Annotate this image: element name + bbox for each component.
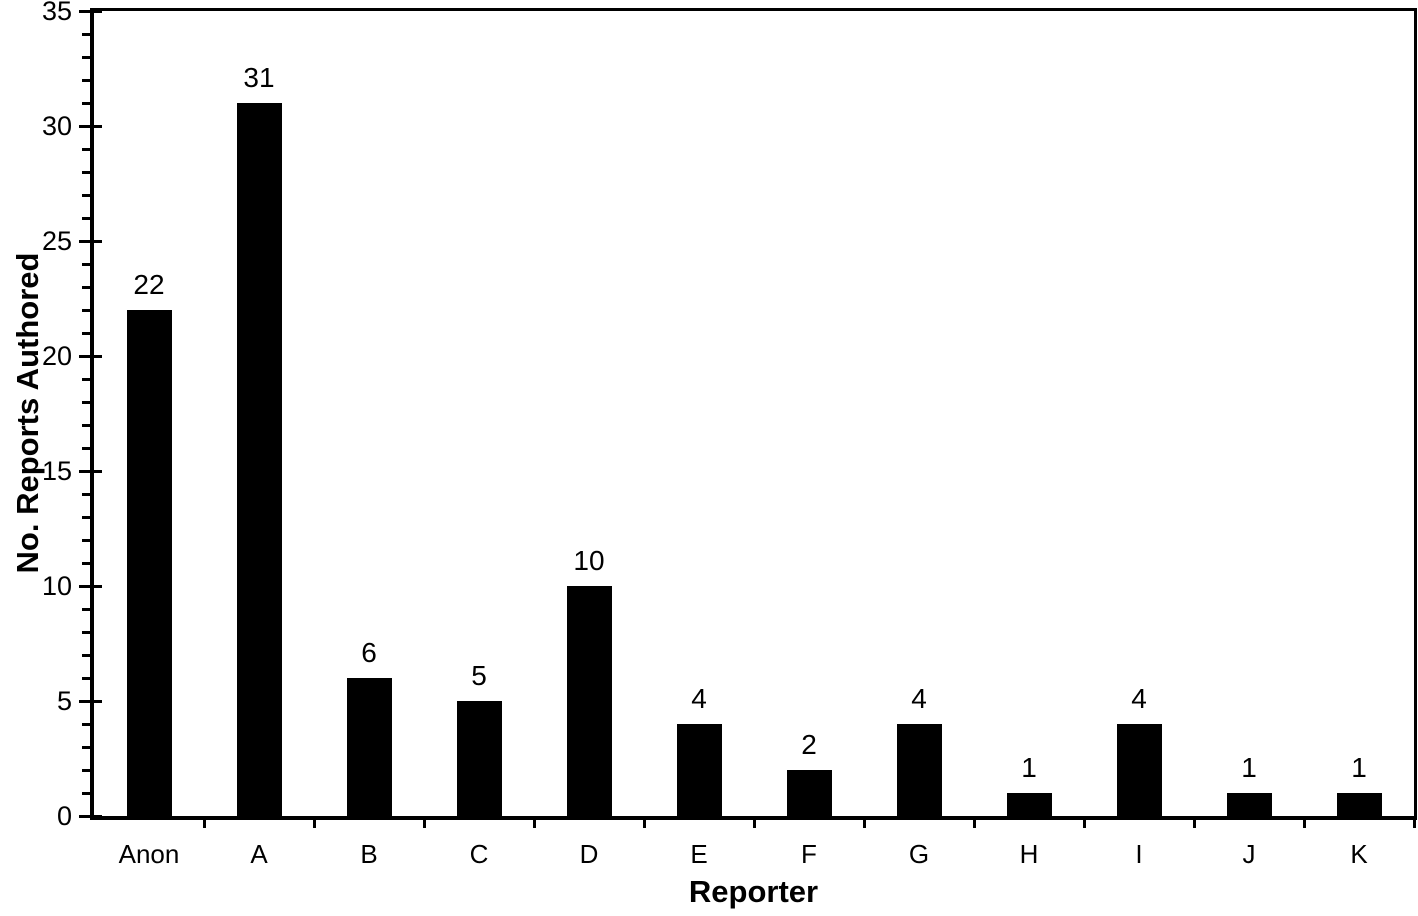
x-axis-tick	[533, 816, 536, 828]
y-axis-minor-tick	[82, 539, 90, 542]
y-axis-minor-tick	[82, 194, 90, 197]
x-axis-category-label: F	[801, 839, 817, 869]
y-axis-major-tick	[79, 585, 102, 588]
x-axis-category-label: A	[250, 839, 268, 869]
bar-a	[236, 103, 282, 816]
bar-value-label: 1	[1021, 752, 1037, 783]
y-axis-tick-label: 20	[41, 341, 72, 371]
y-axis-minor-tick	[82, 263, 90, 266]
y-axis-major-tick	[79, 355, 102, 358]
y-axis-minor-tick	[82, 378, 90, 381]
x-axis-tick	[643, 816, 646, 828]
y-axis-minor-tick	[82, 746, 90, 749]
x-axis-category-label: B	[360, 839, 378, 869]
y-axis-minor-tick	[82, 217, 90, 220]
x-axis-tick	[203, 816, 206, 828]
bar-value-label: 2	[801, 729, 817, 760]
y-axis-minor-tick	[82, 792, 90, 795]
bar-value-label: 6	[361, 637, 377, 668]
bar-h	[1006, 793, 1052, 816]
bar-value-label: 5	[471, 660, 487, 691]
bar-anon	[126, 310, 172, 816]
y-axis-minor-tick	[82, 631, 90, 634]
y-axis-tick-label: 10	[41, 571, 72, 601]
y-axis-tick-label: 15	[41, 456, 72, 486]
y-axis-minor-tick	[82, 424, 90, 427]
y-axis-minor-tick	[82, 33, 90, 36]
bar-e	[676, 724, 722, 816]
y-axis-minor-tick	[82, 171, 90, 174]
y-axis-minor-tick	[82, 332, 90, 335]
y-axis-title: No. Reports Authored	[10, 252, 45, 574]
y-axis-major-tick	[79, 10, 102, 13]
y-axis-minor-tick	[82, 102, 90, 105]
bar-b	[346, 678, 392, 816]
bar-value-label: 22	[133, 269, 165, 300]
y-axis-minor-tick	[82, 769, 90, 772]
y-axis-minor-tick	[82, 447, 90, 450]
y-axis-minor-tick	[82, 309, 90, 312]
x-axis-category-label: J	[1242, 839, 1256, 869]
y-axis-major-tick	[79, 125, 102, 128]
y-axis-major-tick	[79, 700, 102, 703]
bar-j	[1226, 793, 1272, 816]
plot-area	[90, 8, 1417, 820]
bar-value-label: 4	[911, 683, 927, 714]
y-axis-tick-label: 25	[41, 226, 72, 256]
bar-k	[1336, 793, 1382, 816]
x-axis-category-label: G	[908, 839, 930, 869]
bar-value-label: 10	[573, 545, 605, 576]
bar-c	[456, 701, 502, 816]
bar-value-label: 4	[1131, 683, 1147, 714]
x-axis-category-label: K	[1350, 839, 1368, 869]
x-axis-tick	[423, 816, 426, 828]
x-axis-category-label: E	[690, 839, 708, 869]
bar-value-label: 1	[1241, 752, 1257, 783]
x-axis-category-label: C	[469, 839, 489, 869]
bar-g	[896, 724, 942, 816]
bar-value-label: 31	[243, 62, 275, 93]
y-axis-minor-tick	[82, 401, 90, 404]
bar-d	[566, 586, 612, 816]
x-axis-tick	[1303, 816, 1306, 828]
x-axis-category-label: D	[579, 839, 599, 869]
y-axis-minor-tick	[82, 493, 90, 496]
x-axis-category-label: Anon	[118, 839, 180, 869]
y-axis-major-tick	[79, 815, 102, 818]
y-axis-minor-tick	[82, 56, 90, 59]
x-axis-tick	[313, 816, 316, 828]
y-axis-major-tick	[79, 240, 102, 243]
y-axis-tick-label: 30	[41, 111, 72, 141]
y-axis-minor-tick	[82, 562, 90, 565]
y-axis-minor-tick	[82, 286, 90, 289]
x-axis-category-label: H	[1019, 839, 1039, 869]
y-axis-minor-tick	[82, 654, 90, 657]
y-axis-tick-label: 0	[56, 801, 72, 831]
x-axis-tick	[1193, 816, 1196, 828]
y-axis-tick-label: 5	[56, 686, 72, 716]
x-axis-tick	[973, 816, 976, 828]
y-axis-major-tick	[79, 470, 102, 473]
y-axis-tick-label: 35	[41, 0, 72, 26]
x-axis-tick	[1083, 816, 1086, 828]
bar-f	[786, 770, 832, 816]
x-axis-tick	[863, 816, 866, 828]
y-axis-minor-tick	[82, 677, 90, 680]
x-axis-tick	[1413, 816, 1416, 828]
bar-value-label: 1	[1351, 752, 1367, 783]
x-axis-category-label: I	[1135, 839, 1143, 869]
y-axis-minor-tick	[82, 723, 90, 726]
y-axis-minor-tick	[82, 608, 90, 611]
x-axis-title: Reporter	[688, 874, 819, 909]
y-axis-minor-tick	[82, 516, 90, 519]
y-axis-minor-tick	[82, 148, 90, 151]
bar-value-label: 4	[691, 683, 707, 714]
bar-i	[1116, 724, 1162, 816]
y-axis-minor-tick	[82, 79, 90, 82]
x-axis-tick	[753, 816, 756, 828]
